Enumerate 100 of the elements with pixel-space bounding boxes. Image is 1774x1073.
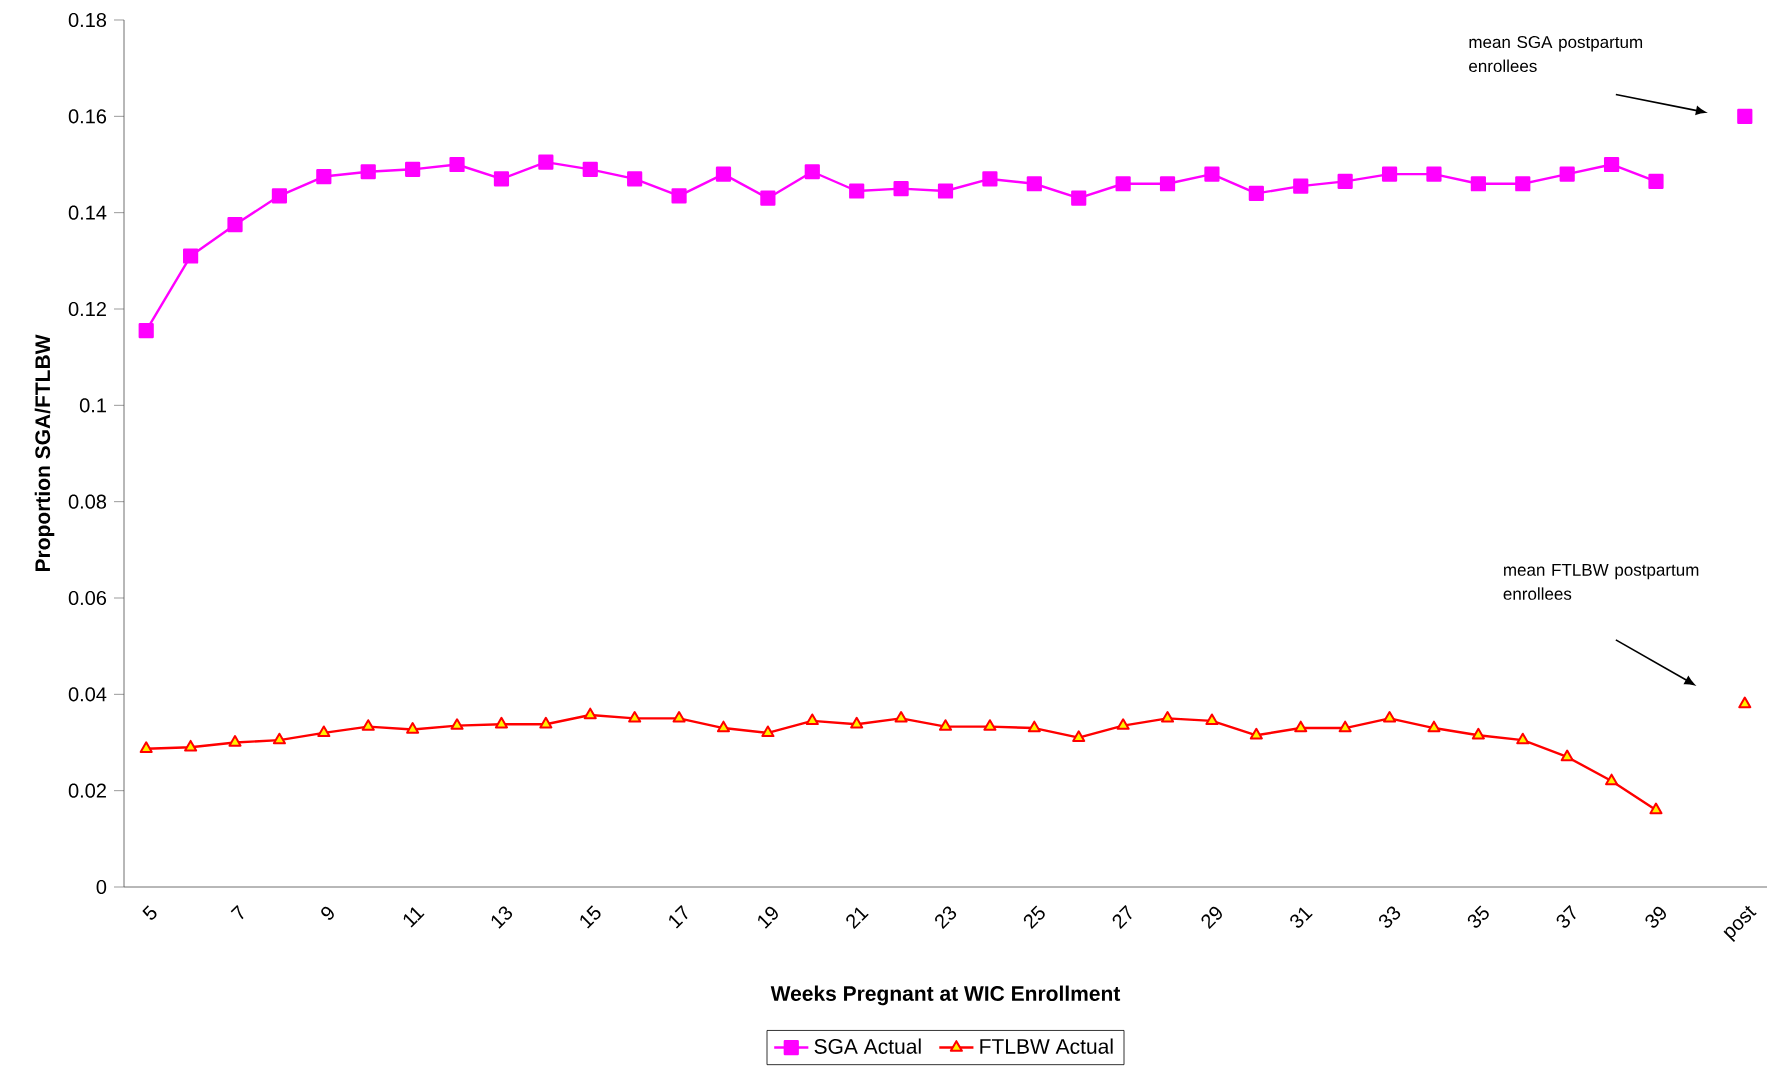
x-tick-label: 25 (1023, 905, 1045, 930)
point (849, 183, 865, 199)
point (494, 716, 508, 729)
point (539, 716, 553, 729)
y-tick-label: 0.08 (68, 494, 107, 509)
point (1159, 176, 1176, 192)
point (1381, 166, 1398, 182)
y-tick-label: 0.02 (68, 783, 106, 798)
annotation: mean SGA postpartum enrollees (1469, 36, 1643, 73)
point (805, 713, 819, 726)
x-tick-label: 35 (1467, 905, 1489, 928)
point (272, 732, 286, 745)
point (493, 171, 510, 187)
point (983, 719, 997, 731)
x-tick-label: 29 (1201, 906, 1222, 930)
x-tick-label: 15 (580, 905, 601, 929)
x-tick-label: 31 (1290, 907, 1313, 928)
point (1427, 720, 1441, 733)
point (1605, 773, 1619, 786)
y-tick-label: 0.18 (68, 12, 107, 28)
point (228, 735, 242, 747)
y-tick-label: 0 (96, 879, 107, 895)
point (1204, 166, 1220, 182)
point (1248, 185, 1264, 201)
point (582, 161, 598, 177)
x-axis-title: Weeks Pregnant at WIC Enrollment (770, 985, 1121, 1006)
point (1738, 696, 1752, 709)
point (316, 168, 332, 185)
point (937, 183, 954, 199)
point (405, 161, 421, 177)
x-tick-label: 5 (142, 905, 157, 920)
point (184, 739, 198, 752)
point (1115, 176, 1131, 192)
point (138, 323, 154, 339)
point (271, 188, 288, 204)
y-axis-title: Proportion SGA/FTLBW (34, 334, 55, 572)
point (360, 164, 376, 180)
y-tick-label: 0.04 (68, 687, 107, 702)
point (1649, 802, 1663, 815)
point (1294, 720, 1308, 733)
point (406, 722, 420, 734)
x-tick-label: 27 (1112, 905, 1132, 930)
point (715, 166, 732, 182)
legend-label: SGA Actual (814, 1038, 921, 1054)
point (1337, 173, 1353, 189)
y-tick-label: 0.1 (79, 398, 106, 413)
point (1383, 711, 1397, 723)
x-tick-label: 9 (321, 906, 334, 920)
point (583, 707, 597, 720)
point (1293, 178, 1309, 194)
point (1559, 166, 1575, 182)
point (672, 711, 686, 723)
point (1026, 176, 1042, 192)
point (1470, 176, 1486, 192)
x-tick-label: 33 (1379, 906, 1401, 928)
point (1338, 720, 1352, 733)
point (1072, 730, 1086, 742)
point (450, 718, 464, 730)
point (760, 190, 776, 206)
point (938, 719, 953, 731)
point (1116, 718, 1130, 730)
point (449, 156, 465, 173)
x-tick-label: 37 (1556, 905, 1576, 928)
point (1560, 749, 1574, 762)
point (1160, 711, 1175, 723)
point (361, 719, 375, 731)
point (1515, 176, 1531, 192)
point (1249, 727, 1263, 740)
point (227, 217, 243, 233)
point (317, 725, 331, 738)
point (1205, 713, 1219, 726)
point (1426, 166, 1442, 182)
point (1603, 156, 1620, 173)
point (671, 188, 687, 204)
legend-label: FTLBW Actual (980, 1038, 1113, 1054)
y-tick-label: 0.16 (68, 109, 107, 124)
point (982, 171, 998, 187)
point (850, 716, 864, 729)
x-tick-label: 39 (1645, 906, 1666, 928)
point (1027, 720, 1041, 733)
point (627, 171, 643, 187)
point (538, 154, 554, 170)
x-tick-label: 17 (669, 904, 688, 929)
point (1071, 190, 1087, 206)
y-tick-label: 0.06 (68, 590, 107, 606)
y-tick-label: 0.14 (68, 205, 107, 220)
point (804, 164, 820, 180)
point (1471, 727, 1485, 740)
point (761, 725, 775, 738)
x-tick-label: 19 (758, 906, 778, 929)
point (716, 720, 731, 733)
annotation: mean FTLBW postpartum enrollees (1503, 564, 1699, 600)
point (1516, 732, 1530, 745)
point (1648, 173, 1664, 189)
point (894, 711, 908, 723)
x-tick-label: 21 (846, 907, 869, 930)
point (893, 180, 909, 197)
point (1737, 108, 1753, 124)
x-tick-label: 13 (491, 906, 513, 929)
x-tick-label: 7 (230, 904, 244, 920)
